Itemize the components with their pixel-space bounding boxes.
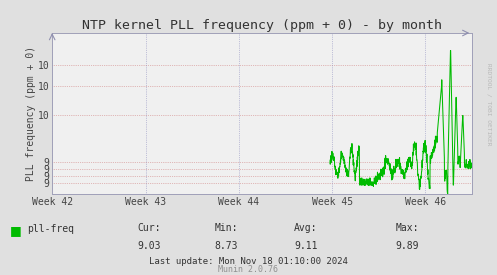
Title: NTP kernel PLL frequency (ppm + 0) - by month: NTP kernel PLL frequency (ppm + 0) - by … (82, 19, 442, 32)
Text: ■: ■ (10, 224, 22, 237)
Text: Min:: Min: (214, 223, 238, 233)
Text: Max:: Max: (396, 223, 419, 233)
Text: RRDTOOL / TOBI OETIKER: RRDTOOL / TOBI OETIKER (486, 63, 491, 146)
Text: Last update: Mon Nov 18 01:10:00 2024: Last update: Mon Nov 18 01:10:00 2024 (149, 257, 348, 266)
Text: 9.89: 9.89 (396, 241, 419, 251)
Text: Munin 2.0.76: Munin 2.0.76 (219, 265, 278, 274)
Text: Cur:: Cur: (137, 223, 161, 233)
Y-axis label: PLL frequency (ppm + 0): PLL frequency (ppm + 0) (26, 46, 36, 181)
Text: pll-freq: pll-freq (27, 224, 75, 234)
Text: 9.11: 9.11 (294, 241, 318, 251)
Text: Avg:: Avg: (294, 223, 318, 233)
Text: 9.03: 9.03 (137, 241, 161, 251)
Text: 8.73: 8.73 (214, 241, 238, 251)
